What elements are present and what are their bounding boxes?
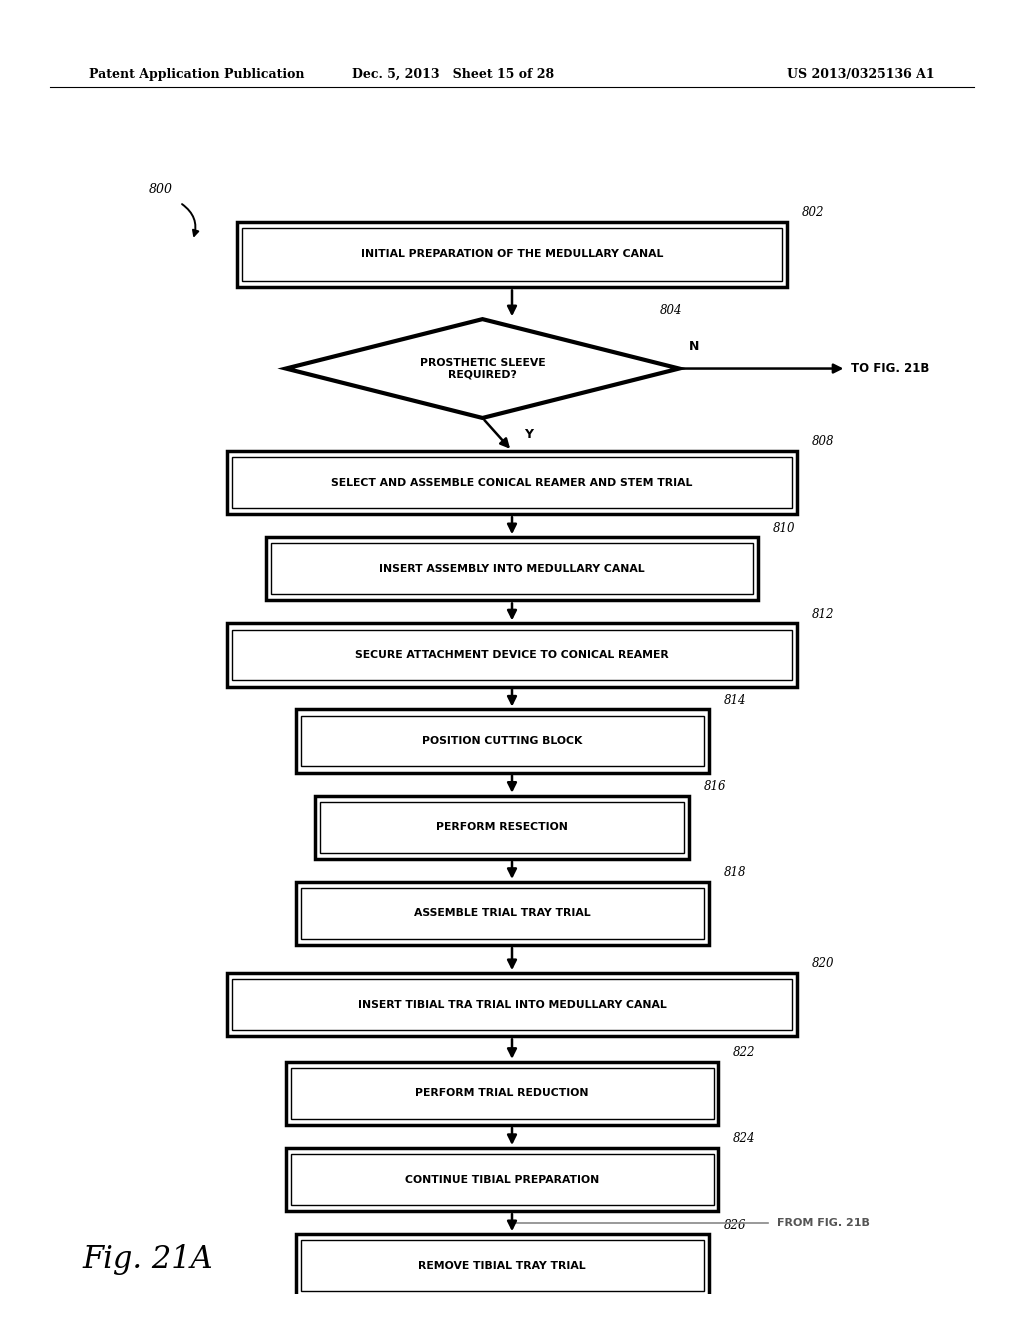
- FancyBboxPatch shape: [291, 1154, 714, 1205]
- Text: SECURE ATTACHMENT DEVICE TO CONICAL REAMER: SECURE ATTACHMENT DEVICE TO CONICAL REAM…: [355, 649, 669, 660]
- FancyBboxPatch shape: [321, 803, 684, 853]
- FancyBboxPatch shape: [231, 457, 793, 508]
- Text: PERFORM RESECTION: PERFORM RESECTION: [436, 822, 568, 833]
- Text: Dec. 5, 2013   Sheet 15 of 28: Dec. 5, 2013 Sheet 15 of 28: [352, 69, 554, 81]
- Text: N: N: [689, 341, 699, 354]
- Text: PROSTHETIC SLEEVE
REQUIRED?: PROSTHETIC SLEEVE REQUIRED?: [420, 358, 546, 379]
- Text: POSITION CUTTING BLOCK: POSITION CUTTING BLOCK: [422, 737, 583, 746]
- Text: REMOVE TIBIAL TRAY TRIAL: REMOVE TIBIAL TRAY TRIAL: [419, 1261, 586, 1271]
- FancyBboxPatch shape: [296, 709, 709, 772]
- Text: CONTINUE TIBIAL PREPARATION: CONTINUE TIBIAL PREPARATION: [406, 1175, 599, 1184]
- FancyBboxPatch shape: [301, 1241, 703, 1291]
- Text: SELECT AND ASSEMBLE CONICAL REAMER AND STEM TRIAL: SELECT AND ASSEMBLE CONICAL REAMER AND S…: [332, 478, 692, 487]
- Text: 824: 824: [733, 1133, 756, 1146]
- FancyBboxPatch shape: [286, 1061, 719, 1125]
- FancyBboxPatch shape: [271, 544, 753, 594]
- Text: 820: 820: [812, 957, 835, 970]
- Text: 802: 802: [802, 206, 824, 219]
- FancyBboxPatch shape: [315, 796, 689, 859]
- Text: US 2013/0325136 A1: US 2013/0325136 A1: [787, 69, 935, 81]
- Text: 800: 800: [148, 183, 173, 197]
- FancyBboxPatch shape: [286, 1148, 719, 1212]
- Text: INSERT ASSEMBLY INTO MEDULLARY CANAL: INSERT ASSEMBLY INTO MEDULLARY CANAL: [379, 564, 645, 574]
- FancyBboxPatch shape: [227, 623, 797, 686]
- Text: Y: Y: [524, 428, 532, 441]
- Text: TO FIG. 21B: TO FIG. 21B: [851, 362, 930, 375]
- Text: Patent Application Publication: Patent Application Publication: [89, 69, 305, 81]
- FancyBboxPatch shape: [291, 1068, 714, 1119]
- FancyBboxPatch shape: [227, 973, 797, 1036]
- Text: 818: 818: [723, 866, 745, 879]
- Polygon shape: [286, 319, 679, 418]
- Text: FROM FIG. 21B: FROM FIG. 21B: [777, 1217, 870, 1228]
- Text: 814: 814: [723, 694, 745, 708]
- Text: 810: 810: [772, 521, 795, 535]
- FancyBboxPatch shape: [227, 451, 797, 515]
- Text: 826: 826: [723, 1218, 745, 1232]
- Text: INITIAL PREPARATION OF THE MEDULLARY CANAL: INITIAL PREPARATION OF THE MEDULLARY CAN…: [360, 249, 664, 260]
- Text: 822: 822: [733, 1047, 756, 1059]
- Text: ASSEMBLE TRIAL TRAY TRIAL: ASSEMBLE TRIAL TRAY TRIAL: [414, 908, 591, 919]
- FancyBboxPatch shape: [231, 630, 793, 680]
- FancyBboxPatch shape: [266, 537, 758, 601]
- Text: 812: 812: [812, 607, 835, 620]
- Text: INSERT TIBIAL TRA TRIAL INTO MEDULLARY CANAL: INSERT TIBIAL TRA TRIAL INTO MEDULLARY C…: [357, 999, 667, 1010]
- FancyBboxPatch shape: [296, 1234, 709, 1298]
- Text: 808: 808: [812, 436, 835, 449]
- FancyBboxPatch shape: [301, 888, 703, 939]
- FancyBboxPatch shape: [301, 715, 703, 767]
- Text: PERFORM TRIAL REDUCTION: PERFORM TRIAL REDUCTION: [416, 1089, 589, 1098]
- FancyBboxPatch shape: [242, 228, 782, 281]
- FancyBboxPatch shape: [237, 222, 787, 288]
- Text: 804: 804: [659, 304, 682, 317]
- Text: Fig. 21A: Fig. 21A: [83, 1243, 214, 1275]
- FancyBboxPatch shape: [231, 979, 793, 1030]
- FancyBboxPatch shape: [296, 882, 709, 945]
- Text: 816: 816: [703, 780, 726, 793]
